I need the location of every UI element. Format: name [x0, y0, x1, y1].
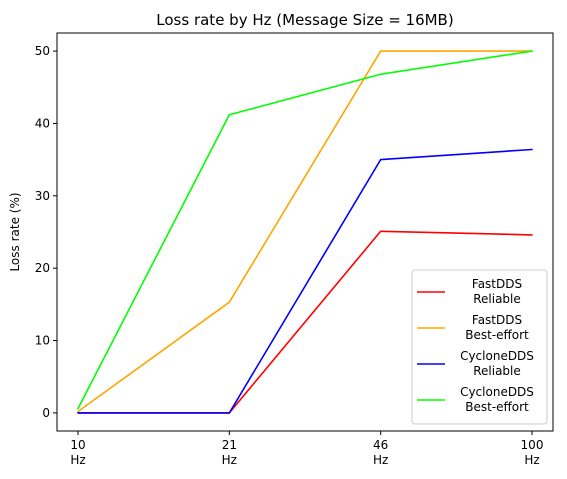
legend: FastDDS Reliable FastDDS Best-effort Cyclone…: [411, 269, 548, 425]
x-tick-label: 21 Hz: [222, 438, 237, 467]
series-line-2: [78, 148, 533, 414]
series-point: [379, 158, 382, 161]
y-tick-label: 40: [35, 116, 50, 130]
series-point: [228, 301, 231, 303]
y-tick-label: 0: [42, 406, 50, 420]
series-line-1: [77, 50, 532, 413]
chart-title: Loss rate by Hz (Message Size = 16MB): [156, 11, 453, 29]
x-tick-label: 46 Hz: [373, 438, 388, 467]
series-point: [228, 412, 231, 414]
y-tick-label: 30: [35, 189, 50, 203]
series-point: [228, 113, 231, 116]
x-tick-label: 100 Hz: [521, 438, 544, 467]
plot-frame: [56, 32, 554, 432]
series-line-3: [77, 50, 533, 409]
series-point: [531, 50, 533, 52]
series-point: [379, 230, 382, 233]
series-lines: [77, 50, 533, 414]
legend-label: FastDDS Reliable: [472, 277, 522, 306]
y-tick-label: 10: [35, 334, 50, 348]
y-axis-label: Loss rate (%): [8, 192, 22, 271]
series-point: [77, 407, 79, 410]
legend-label: CycloneDDS Reliable: [460, 349, 534, 378]
series-point: [379, 73, 382, 76]
legend-label: FastDDS Best-effort: [465, 313, 529, 342]
series-point: [531, 234, 533, 236]
legend-label: CycloneDDS Best-effort: [460, 385, 534, 414]
x-axis-ticks: 10 Hz 21 Hz 46 Hz 100 Hz: [70, 431, 543, 467]
y-tick-label: 20: [35, 261, 50, 275]
x-tick-label: 10 Hz: [70, 438, 85, 467]
y-tick-label: 50: [35, 44, 50, 58]
series-point: [531, 148, 533, 151]
series-point: [77, 412, 79, 414]
legend-box: [411, 269, 548, 425]
series-point: [77, 410, 79, 413]
series-point: [379, 50, 382, 52]
y-axis-ticks: 0 10 20 30 40 50: [35, 44, 57, 420]
plot-border: [56, 32, 554, 432]
